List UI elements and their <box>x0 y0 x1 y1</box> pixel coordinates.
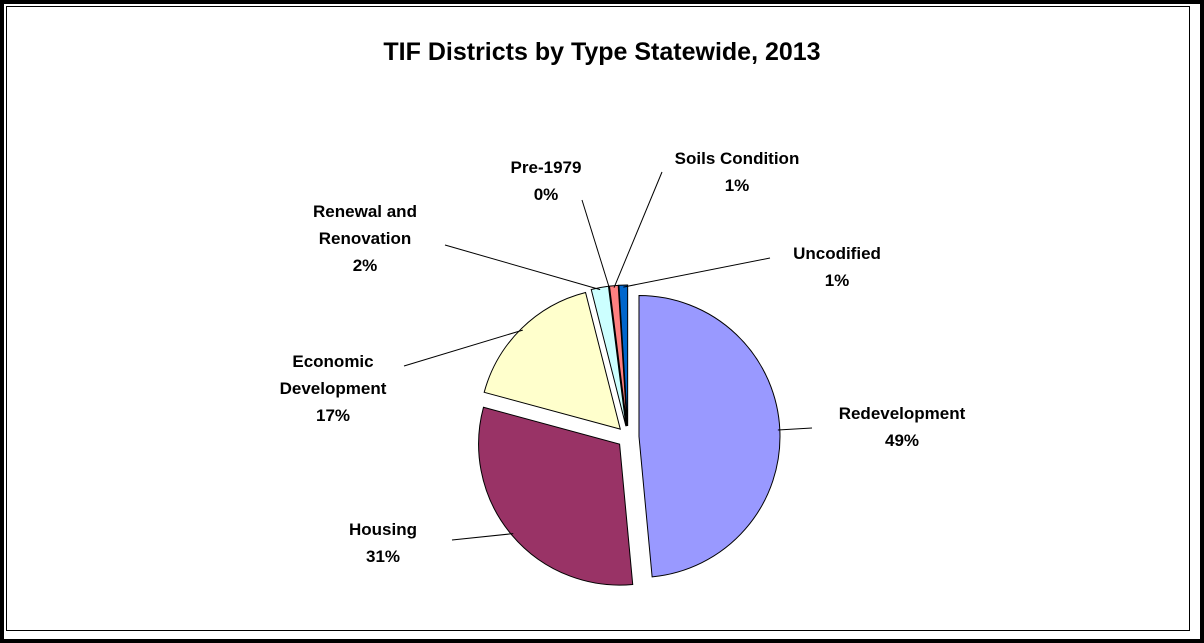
value-label: 1% <box>824 271 850 290</box>
leader-line <box>581 199 610 289</box>
leader-line <box>451 533 514 541</box>
category-label: Renewal and Renovation <box>313 202 417 248</box>
slice-label: Uncodified 1% <box>777 240 897 294</box>
value-label: 1% <box>724 176 750 195</box>
slice-label: Redevelopment 49% <box>802 400 1002 454</box>
slice-label: Renewal and Renovation 2% <box>290 198 440 279</box>
pie-slice <box>638 294 781 578</box>
category-label: Uncodified <box>793 244 881 263</box>
slice-label: Soils Condition 1% <box>647 145 827 199</box>
category-label: Housing <box>349 520 417 539</box>
pie-slice <box>483 291 621 430</box>
category-label: Pre-1979 <box>510 158 582 177</box>
leader-line <box>444 244 601 291</box>
slice-label: Pre-1979 0% <box>496 154 596 208</box>
value-label: 2% <box>352 256 378 275</box>
leader-line <box>403 329 523 367</box>
value-label: 0% <box>533 185 559 204</box>
value-label: 31% <box>365 547 401 566</box>
category-label: Redevelopment <box>838 404 966 423</box>
leader-line <box>777 427 813 431</box>
value-label: 49% <box>884 431 920 450</box>
inner-frame <box>6 6 1190 631</box>
category-label: Soils Condition <box>674 149 800 168</box>
leader-line <box>613 171 663 288</box>
slice-label: Economic Development 17% <box>253 348 413 429</box>
chart-title: TIF Districts by Type Statewide, 2013 <box>383 38 821 66</box>
slice-label: Housing 31% <box>323 516 443 570</box>
category-label: Economic Development <box>279 352 387 398</box>
pie-slice <box>478 406 634 586</box>
value-label: 17% <box>315 406 351 425</box>
leader-line <box>623 257 771 288</box>
pie-slice <box>608 284 628 427</box>
pie-slice <box>618 284 629 427</box>
